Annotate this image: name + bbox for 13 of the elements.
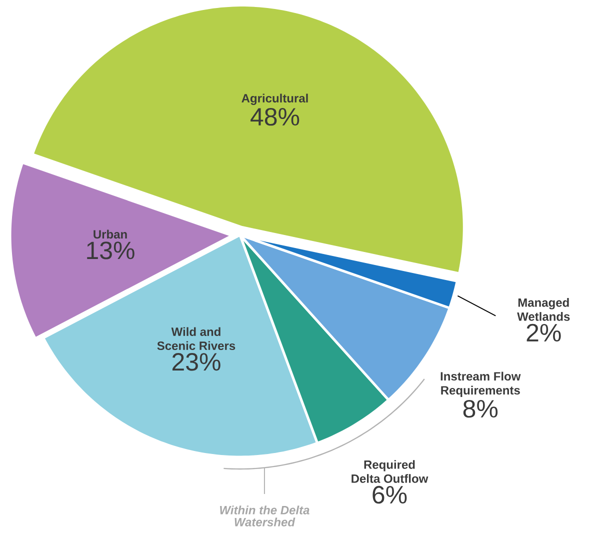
- data-label: 23%: [172, 353, 220, 371]
- slice-label: Urban: [94, 230, 127, 239]
- data-label: 13%: [87, 242, 134, 260]
- slice-label: Agricultural: [242, 94, 308, 105]
- data-label: 48%: [250, 108, 300, 126]
- data-label: 2%: [526, 324, 561, 342]
- slice-label: Required Delta Outflow: [352, 460, 428, 483]
- slice-label: Managed Wetlands: [517, 298, 570, 321]
- slice-label: Wild and Scenic Rivers: [157, 327, 236, 350]
- data-label: 8%: [463, 400, 498, 418]
- data-label: 6%: [372, 486, 407, 504]
- text: Within the Delta Watershed: [220, 506, 310, 526]
- slice-label: Instream Flow Requirements: [440, 372, 521, 397]
